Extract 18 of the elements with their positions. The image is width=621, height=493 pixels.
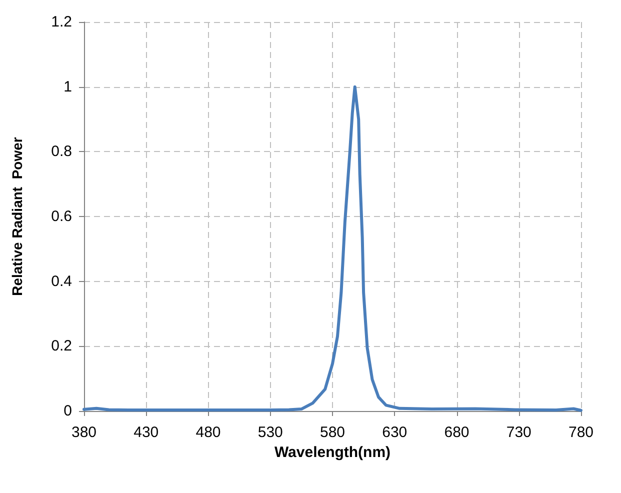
y-tick-label: 0.4 bbox=[51, 272, 72, 290]
y-axis-title: Relative Radiant Power bbox=[9, 136, 25, 296]
y-tick-label: 0 bbox=[64, 402, 72, 420]
y-tick-label: 0.6 bbox=[51, 208, 72, 225]
y-tick-label: 0.2 bbox=[51, 338, 72, 355]
x-tick-label: 380 bbox=[71, 424, 97, 441]
x-axis-title: Wavelength(nm) bbox=[274, 444, 391, 461]
x-tick-label: 780 bbox=[568, 424, 594, 441]
y-tick-label: 0.8 bbox=[51, 143, 72, 160]
x-tick-label: 480 bbox=[196, 424, 221, 441]
y-tick-label: 1.2 bbox=[51, 14, 72, 30]
x-tick-label: 580 bbox=[320, 424, 346, 441]
x-tick-label: 430 bbox=[134, 424, 159, 441]
x-tick-label: 630 bbox=[382, 424, 408, 441]
x-tick-label: 530 bbox=[258, 424, 283, 441]
x-tick-label: 730 bbox=[506, 424, 532, 441]
x-tick-label: 680 bbox=[444, 424, 470, 441]
y-tick-label: 1 bbox=[64, 78, 72, 96]
